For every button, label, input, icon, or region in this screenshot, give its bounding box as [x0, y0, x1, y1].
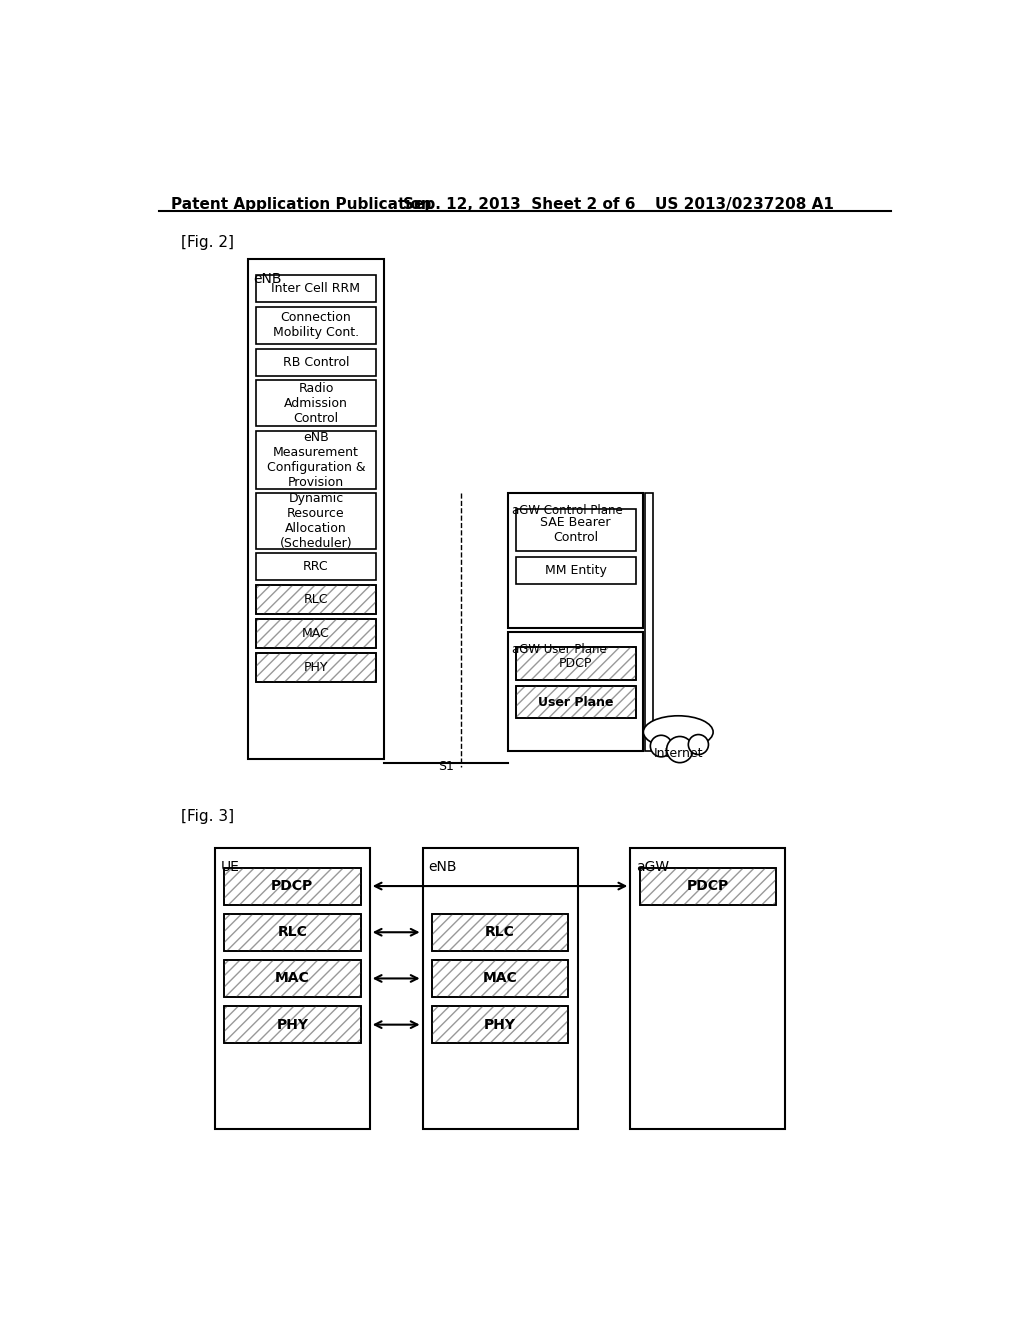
Text: S1: S1 — [438, 760, 454, 772]
Text: Patent Application Publication: Patent Application Publication — [171, 197, 431, 213]
Text: MAC: MAC — [274, 972, 309, 986]
Bar — [515, 647, 636, 680]
Bar — [432, 960, 568, 997]
Text: Inter Cell RRM: Inter Cell RRM — [271, 282, 360, 296]
Bar — [224, 960, 360, 997]
Ellipse shape — [650, 735, 672, 756]
Bar — [224, 867, 360, 904]
Bar — [515, 686, 636, 718]
Text: RRC: RRC — [303, 561, 329, 573]
Bar — [256, 308, 376, 345]
Bar — [224, 867, 360, 904]
Bar — [508, 494, 643, 628]
Text: MM Entity: MM Entity — [545, 564, 606, 577]
Bar — [256, 380, 376, 426]
Text: eNB
Measurement
Configuration &
Provision: eNB Measurement Configuration & Provisio… — [266, 430, 366, 488]
Bar — [432, 1006, 568, 1043]
Bar — [224, 913, 360, 950]
Text: aGW User Plane: aGW User Plane — [512, 643, 607, 656]
Bar — [224, 1006, 360, 1043]
Bar — [640, 867, 776, 904]
Text: MAC: MAC — [482, 972, 517, 986]
Bar — [256, 430, 376, 488]
Text: SAE Bearer
Control: SAE Bearer Control — [541, 516, 610, 544]
Ellipse shape — [667, 737, 693, 763]
Text: Connection
Mobility Cont.: Connection Mobility Cont. — [272, 312, 359, 339]
Text: PHY: PHY — [304, 661, 328, 675]
Bar — [515, 647, 636, 680]
Bar — [256, 494, 376, 549]
Text: RLC: RLC — [304, 593, 328, 606]
Text: UE: UE — [221, 859, 240, 874]
Text: aGW Control Plane: aGW Control Plane — [512, 504, 624, 517]
Bar — [432, 1006, 568, 1043]
Bar — [630, 847, 785, 1129]
Text: Radio
Admission
Control: Radio Admission Control — [284, 381, 348, 425]
Text: RB Control: RB Control — [283, 355, 349, 368]
Ellipse shape — [643, 715, 713, 748]
Bar — [256, 276, 376, 302]
Bar — [224, 960, 360, 997]
Bar — [256, 653, 376, 682]
Bar — [432, 913, 568, 950]
Bar — [224, 1006, 360, 1043]
Bar — [256, 553, 376, 581]
Bar — [256, 619, 376, 648]
Text: PDCP: PDCP — [686, 879, 729, 894]
Bar — [432, 913, 568, 950]
Bar — [515, 686, 636, 718]
Text: Internet: Internet — [653, 747, 703, 760]
Bar — [256, 585, 376, 614]
Bar — [256, 585, 376, 614]
Bar — [224, 913, 360, 950]
Text: [Fig. 2]: [Fig. 2] — [180, 235, 233, 251]
Text: Sep. 12, 2013  Sheet 2 of 6: Sep. 12, 2013 Sheet 2 of 6 — [403, 197, 636, 213]
Bar — [256, 653, 376, 682]
Text: User Plane: User Plane — [538, 696, 613, 709]
Bar — [645, 494, 652, 751]
Bar — [515, 686, 636, 718]
Text: [Fig. 3]: [Fig. 3] — [180, 809, 233, 824]
Bar — [256, 653, 376, 682]
Bar — [224, 913, 360, 950]
Bar — [515, 647, 636, 680]
Text: MAC: MAC — [302, 627, 330, 640]
Bar — [515, 508, 636, 552]
Bar — [248, 259, 384, 759]
Text: US 2013/0237208 A1: US 2013/0237208 A1 — [655, 197, 834, 213]
Bar — [508, 632, 643, 751]
Bar — [224, 1006, 360, 1043]
Text: PHY: PHY — [484, 1018, 516, 1032]
Text: eNB: eNB — [254, 272, 282, 285]
Text: RLC: RLC — [485, 925, 515, 940]
Bar — [432, 960, 568, 997]
Bar — [432, 960, 568, 997]
Text: PDCP: PDCP — [559, 657, 592, 671]
Bar — [224, 867, 360, 904]
Bar — [515, 557, 636, 585]
Bar — [256, 585, 376, 614]
Bar — [256, 619, 376, 648]
Bar — [256, 348, 376, 376]
Text: RLC: RLC — [278, 925, 307, 940]
Bar — [432, 1006, 568, 1043]
Bar — [432, 913, 568, 950]
Text: PHY: PHY — [276, 1018, 308, 1032]
Ellipse shape — [688, 734, 709, 755]
Bar — [640, 867, 776, 904]
Text: PDCP: PDCP — [271, 879, 313, 894]
Text: aGW: aGW — [636, 859, 670, 874]
Bar — [224, 960, 360, 997]
Bar — [423, 847, 578, 1129]
Bar — [640, 867, 776, 904]
Bar — [256, 619, 376, 648]
Text: Dynamic
Resource
Allocation
(Scheduler): Dynamic Resource Allocation (Scheduler) — [280, 492, 352, 550]
Bar — [215, 847, 370, 1129]
Text: eNB: eNB — [429, 859, 457, 874]
